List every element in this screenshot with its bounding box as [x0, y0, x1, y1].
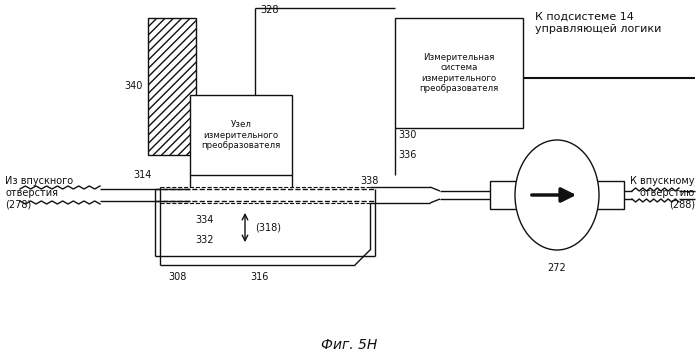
Text: 330: 330	[398, 130, 417, 140]
Text: (318): (318)	[255, 223, 281, 232]
Text: Узел
измерительного
преобразователя: Узел измерительного преобразователя	[201, 120, 280, 150]
Text: К впускному
отверстию
(288): К впускному отверстию (288)	[630, 176, 695, 210]
Text: Измерительная
система
измерительного
преобразователя: Измерительная система измерительного пре…	[419, 53, 498, 93]
Bar	[596, 181, 624, 209]
Text: Фиг. 5Н: Фиг. 5Н	[322, 338, 377, 352]
Text: Из впускного
отверстия
(278): Из впускного отверстия (278)	[5, 176, 73, 210]
Text: 308: 308	[168, 272, 187, 282]
Bar	[148, 18, 196, 155]
Text: 316: 316	[250, 272, 268, 282]
Text: К подсистеме 14
управляющей логики: К подсистеме 14 управляющей логики	[535, 12, 661, 34]
Text: 328: 328	[260, 5, 278, 15]
Text: 340: 340	[124, 81, 143, 91]
Text: 336: 336	[398, 150, 417, 160]
Text: 314: 314	[134, 170, 152, 180]
Bar	[395, 18, 523, 128]
Bar	[490, 181, 518, 209]
Bar	[190, 95, 292, 175]
Text: 334: 334	[195, 215, 213, 225]
Ellipse shape	[515, 140, 599, 250]
Text: 338: 338	[360, 176, 378, 186]
Text: 332: 332	[195, 235, 213, 245]
Text: 272: 272	[547, 263, 566, 273]
